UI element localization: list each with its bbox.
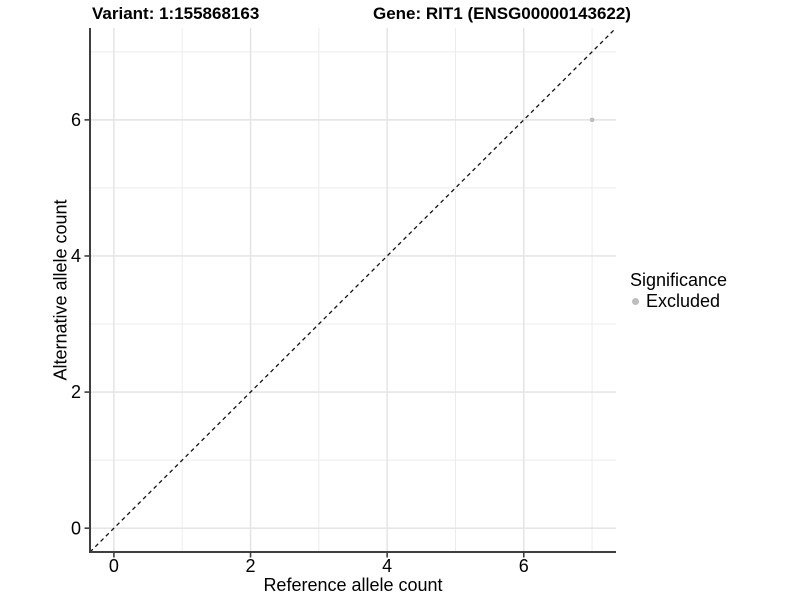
x-tick-label: 6: [519, 556, 529, 576]
x-tick-label: 2: [246, 556, 256, 576]
legend-item-label: Excluded: [646, 291, 721, 311]
legend-marker-excluded-icon: [632, 298, 639, 305]
identity-line: [89, 27, 617, 553]
y-tick-label: 4: [71, 246, 81, 266]
x-tick-label: 4: [382, 556, 392, 576]
legend-title: Significance: [630, 270, 728, 290]
x-tick-label: 0: [109, 556, 119, 576]
legend-item-excluded: Excluded: [630, 291, 727, 312]
y-tick-label: 2: [71, 382, 81, 402]
legend: Significance Excluded: [630, 270, 727, 312]
y-axis-title: Alternative allele count: [50, 199, 71, 381]
y-tick-label: 0: [71, 518, 81, 538]
y-tick-label: 6: [71, 110, 81, 130]
x-axis-title: Reference allele count: [263, 575, 443, 595]
plot-title-variant: Variant: 1:155868163: [92, 4, 260, 23]
plot-title-gene: Gene: RIT1 (ENSG00000143622): [373, 4, 631, 23]
data-point-excluded: [589, 117, 595, 123]
